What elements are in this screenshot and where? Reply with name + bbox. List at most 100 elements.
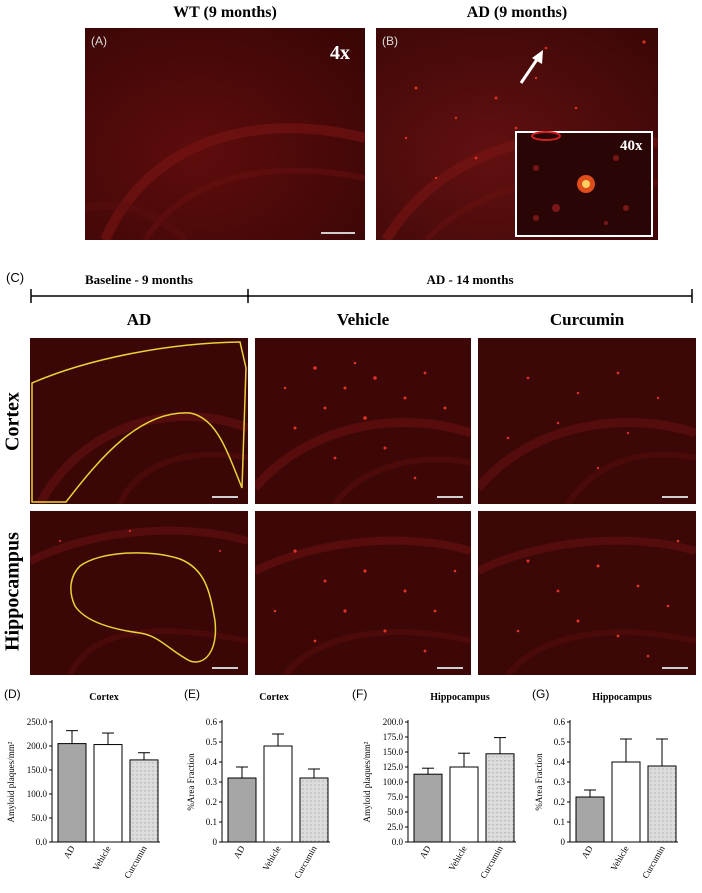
chart-bar-texture xyxy=(654,836,656,838)
chart-bar-texture xyxy=(314,784,316,786)
chart-bar-texture xyxy=(654,820,656,822)
chart-bar-texture xyxy=(152,786,154,788)
chart-bar-texture xyxy=(492,832,494,834)
chart-bar-texture xyxy=(500,804,502,806)
chart-bar-texture xyxy=(500,792,502,794)
chart-bar-texture xyxy=(136,762,138,764)
chart-bar-texture xyxy=(512,840,514,842)
chart-bar-texture xyxy=(326,784,328,786)
chart-bar-texture xyxy=(670,804,672,806)
chart-bar-texture xyxy=(314,840,316,842)
chart-bar-texture xyxy=(650,788,652,790)
chart-bar-texture xyxy=(144,830,146,832)
chart-bar-texture xyxy=(500,812,502,814)
chart-bar-texture xyxy=(306,816,308,818)
chart-bar-texture xyxy=(132,766,134,768)
chart-bar-texture xyxy=(500,832,502,834)
chart-bar-texture xyxy=(144,814,146,816)
micrograph-cortex-curcumin xyxy=(478,338,696,504)
chart-bar-texture xyxy=(512,784,514,786)
chart-bar-texture xyxy=(488,788,490,790)
chart-bar-texture xyxy=(152,766,154,768)
chart-bar-texture xyxy=(666,816,668,818)
chart-bar-texture xyxy=(322,816,324,818)
chart-bar-texture xyxy=(140,762,142,764)
chart-bar-texture xyxy=(492,772,494,774)
chart-bar-texture xyxy=(492,808,494,810)
chart-bar-texture xyxy=(670,780,672,782)
chart-bar-texture xyxy=(488,764,490,766)
chart-bar-texture xyxy=(504,820,506,822)
chart-bar-texture xyxy=(512,832,514,834)
chart-bar-texture xyxy=(148,802,150,804)
chart-bar-texture xyxy=(152,774,154,776)
chart-bar-texture xyxy=(144,822,146,824)
chart-bar-texture xyxy=(488,816,490,818)
chart-bar-texture xyxy=(658,796,660,798)
chart-bar-texture xyxy=(156,826,158,828)
chart-ylabel: %Area Fraction xyxy=(534,753,544,811)
chart-bar-texture xyxy=(492,784,494,786)
chart-bar-texture xyxy=(496,788,498,790)
chart-bar-texture xyxy=(504,840,506,842)
chart-bar-texture xyxy=(662,812,664,814)
chart-bar-texture xyxy=(662,796,664,798)
chart-bar-texture xyxy=(318,812,320,814)
chart-bar-texture xyxy=(156,790,158,792)
chart-bar-texture xyxy=(306,824,308,826)
chart-bar-texture xyxy=(500,824,502,826)
chart-bar-texture xyxy=(512,804,514,806)
chart-bar-texture xyxy=(322,824,324,826)
chart-bar-texture xyxy=(152,838,154,840)
chart-title: Hippocampus xyxy=(430,692,490,703)
chart-bar-ad xyxy=(57,743,87,843)
chart-bar-texture xyxy=(650,772,652,774)
chart-bar-texture xyxy=(326,812,328,814)
chart-bar-texture xyxy=(658,808,660,810)
chart-bar-texture xyxy=(512,836,514,838)
chart-bar-texture xyxy=(500,776,502,778)
chart-bar-texture xyxy=(302,804,304,806)
chart-bar-texture xyxy=(322,780,324,782)
chart-bar-texture xyxy=(140,802,142,804)
chart-bar-texture xyxy=(326,840,328,842)
chart-bar-texture xyxy=(492,816,494,818)
chart-bar-texture xyxy=(500,780,502,782)
chart-bar-texture xyxy=(512,776,514,778)
col-header-vehicle: Vehicle xyxy=(336,310,390,329)
chart-bar-texture xyxy=(508,780,510,782)
chart-bar-texture xyxy=(658,816,660,818)
chart-bar-texture xyxy=(140,830,142,832)
chart-y-tick-label: 250.0 xyxy=(27,717,48,727)
chart-bar-texture xyxy=(488,780,490,782)
chart-bar-texture xyxy=(144,826,146,828)
chart-bar-texture xyxy=(318,800,320,802)
chart-bar-texture xyxy=(496,836,498,838)
chart-bar-texture xyxy=(650,832,652,834)
chart-bar-texture xyxy=(148,782,150,784)
chart-bar-texture xyxy=(136,806,138,808)
chart-bar-texture xyxy=(658,780,660,782)
chart-bar-texture xyxy=(496,816,498,818)
chart-x-tick-label: Vehicle xyxy=(609,844,631,872)
chart-bar-texture xyxy=(662,816,664,818)
chart-bar-texture xyxy=(306,788,308,790)
chart-bar-texture xyxy=(132,770,134,772)
chart-x-tick-label: Curcumin xyxy=(478,844,505,881)
chart-bar-texture xyxy=(322,784,324,786)
chart-bar-texture xyxy=(674,816,676,818)
chart-x-tick-label: Vehicle xyxy=(261,844,283,872)
chart-bar-texture xyxy=(500,760,502,762)
chart-bar-texture xyxy=(310,800,312,802)
chart-y-tick-label: 125.0 xyxy=(383,762,404,772)
chart-bar-texture xyxy=(148,774,150,776)
chart-bar-texture xyxy=(136,770,138,772)
chart-bar-texture xyxy=(650,808,652,810)
chart-bar-texture xyxy=(508,828,510,830)
chart-bar-texture xyxy=(140,770,142,772)
chart-bar-texture xyxy=(318,808,320,810)
chart-bar-texture xyxy=(314,824,316,826)
chart-bar-texture xyxy=(662,824,664,826)
chart-bar-texture xyxy=(508,820,510,822)
chart-bar-texture xyxy=(662,804,664,806)
